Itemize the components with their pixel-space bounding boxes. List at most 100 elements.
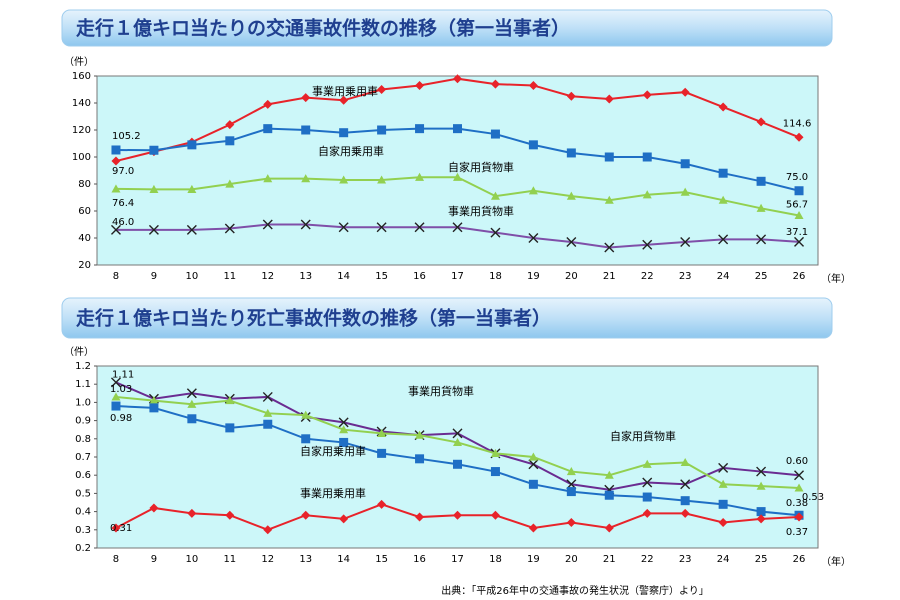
chart-title: 走行１億キロ当たり死亡事故件数の推移（第一当事者）: [76, 307, 551, 330]
value-label: 75.0: [786, 172, 808, 183]
marker: [528, 233, 539, 243]
x-tick-label: 15: [375, 271, 388, 282]
marker: [642, 190, 652, 199]
marker: [338, 222, 349, 233]
marker: [642, 152, 652, 162]
marker: [415, 454, 425, 464]
marker: [642, 508, 652, 518]
marker: [225, 510, 235, 520]
marker: [111, 401, 121, 411]
marker: [263, 408, 273, 417]
marker: [490, 448, 500, 457]
marker: [453, 172, 462, 181]
marker: [415, 80, 425, 90]
marker: [756, 507, 766, 517]
y-unit: （件）: [64, 56, 94, 68]
y-tick-label: 1.1: [75, 379, 91, 390]
x-tick-label: 17: [451, 271, 464, 282]
marker: [301, 510, 311, 520]
marker: [111, 145, 121, 155]
x-tick-label: 20: [565, 271, 578, 282]
marker: [452, 222, 463, 233]
marker: [148, 224, 159, 235]
marker: [301, 434, 311, 444]
marker: [528, 452, 538, 461]
x-tick-label: 11: [223, 271, 236, 282]
marker: [453, 459, 462, 469]
marker: [263, 124, 273, 134]
x-tick-label: 19: [527, 271, 540, 282]
marker: [718, 168, 728, 178]
marker: [528, 80, 538, 90]
marker: [338, 417, 349, 428]
series-name: 事業用乗用車: [312, 84, 378, 98]
x-tick-label: 23: [679, 554, 692, 565]
marker: [528, 479, 538, 489]
x-unit: （年）: [821, 272, 851, 285]
series: 事業用乗用車 97.0 114.6: [111, 74, 811, 177]
marker: [604, 94, 614, 104]
marker: [149, 396, 159, 405]
marker: [224, 223, 235, 234]
value-label: 1.11: [112, 369, 134, 380]
marker: [604, 242, 615, 253]
x-tick-label: 24: [717, 554, 730, 565]
marker: [718, 234, 729, 245]
marker: [262, 391, 273, 402]
x-tick-label: 17: [451, 554, 464, 565]
marker: [415, 172, 425, 181]
x-tick-label: 10: [186, 554, 199, 565]
x-tick-label: 25: [755, 271, 768, 282]
x-tick-label: 24: [717, 271, 730, 282]
x-tick-label: 18: [489, 271, 502, 282]
marker: [225, 120, 235, 130]
x-tick-label: 8: [113, 271, 119, 282]
x-tick-label: 12: [261, 554, 274, 565]
series: 自家用乗用車 0.98 0.38: [110, 401, 808, 520]
title-banner: [61, 9, 833, 47]
marker: [263, 419, 273, 429]
marker: [756, 234, 767, 245]
y-tick-label: 160: [72, 71, 91, 82]
x-tick-label: 9: [151, 271, 157, 282]
marker: [718, 518, 728, 528]
x-tick-label: 15: [375, 554, 388, 565]
y-tick-label: 0.3: [75, 525, 91, 536]
x-tick-label: 21: [603, 271, 616, 282]
marker: [415, 512, 425, 522]
y-tick-label: 0.5: [75, 488, 91, 499]
series: 事業用貨物車 46.0 37.1: [110, 204, 808, 253]
y-tick-label: 60: [78, 206, 91, 217]
value-label: 0.53: [802, 492, 824, 503]
marker: [111, 184, 121, 193]
marker: [225, 179, 235, 188]
marker: [566, 518, 576, 528]
marker: [718, 462, 729, 473]
marker: [149, 503, 159, 513]
series: 事業用貨物車 1.11 0.60: [110, 369, 808, 495]
marker: [111, 523, 121, 533]
marker: [566, 148, 576, 158]
marker: [566, 487, 576, 497]
marker: [490, 227, 501, 238]
marker: [187, 184, 197, 193]
x-tick-label: 19: [527, 554, 540, 565]
marker: [339, 437, 349, 447]
value-label: 114.6: [783, 118, 812, 129]
marker: [490, 510, 500, 520]
value-label: 0.98: [110, 413, 132, 424]
marker: [186, 224, 197, 235]
y-tick-label: 0.8: [75, 434, 91, 445]
x-tick-label: 8: [113, 554, 119, 565]
series: 自家用貨物車 76.4 56.7: [111, 160, 808, 220]
marker: [377, 499, 387, 509]
value-label: 37.1: [786, 227, 808, 238]
marker: [604, 490, 614, 500]
marker: [756, 514, 766, 524]
marker: [149, 403, 159, 413]
marker: [453, 510, 462, 520]
marker: [339, 425, 349, 434]
marker: [642, 90, 652, 100]
marker: [301, 410, 311, 419]
